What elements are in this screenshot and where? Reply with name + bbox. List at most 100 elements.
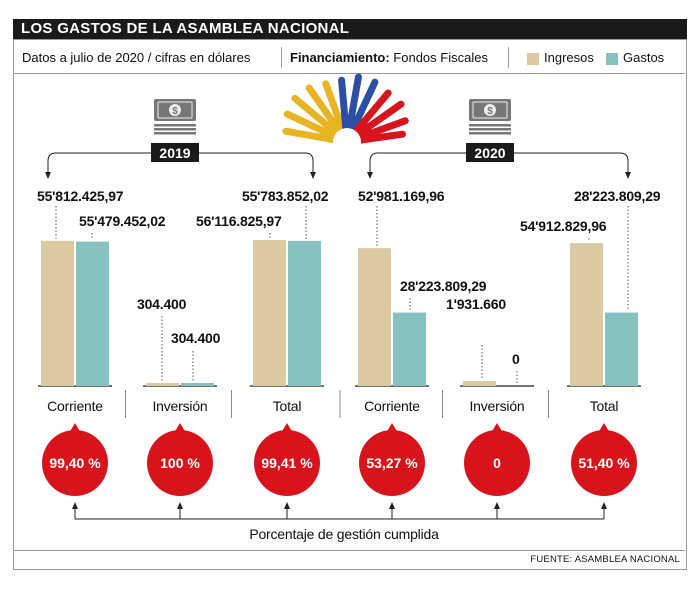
emblem-ray — [349, 89, 392, 138]
data-label: 56'116.825,97 — [196, 213, 282, 229]
category-label: Total — [273, 398, 302, 414]
money-stack-line — [469, 132, 511, 135]
category-label: Corriente — [364, 398, 420, 414]
data-label: 52'981.169,96 — [358, 188, 445, 204]
data-label: 304.400 — [171, 330, 221, 346]
bar-gastos — [605, 312, 638, 386]
divider — [281, 47, 282, 68]
year-2019-bracket-arrowhead-left — [45, 172, 51, 179]
bottom-arrowhead — [177, 502, 183, 509]
emblem-ray — [322, 80, 348, 137]
data-label: 55'812.425,97 — [37, 188, 124, 204]
bar-ingresos — [463, 380, 496, 386]
bar-gastos — [76, 241, 109, 386]
year-2019-bracket-left — [47, 152, 57, 175]
bottom-arrowhead — [389, 502, 395, 509]
emblem-center — [333, 128, 361, 156]
category-label: Corriente — [47, 398, 103, 414]
category-label: Inversión — [469, 398, 524, 414]
title-bar: LOS GASTOS DE LA ASAMBLEA NACIONAL — [13, 19, 687, 39]
money-stack-line — [469, 124, 511, 127]
footer-label: Porcentaje de gestión cumplida — [249, 526, 439, 542]
emblem-ray — [338, 76, 350, 136]
money-stack-line — [469, 128, 511, 131]
data-label: 28'223.809,29 — [400, 278, 487, 294]
bar-ingresos — [570, 243, 603, 386]
legend-label-ingresos: Ingresos — [544, 50, 594, 65]
page-title: LOS GASTOS DE LA ASAMBLEA NACIONAL — [21, 20, 350, 37]
bar-gastos — [393, 312, 426, 386]
money-bill-border — [472, 101, 508, 119]
data-label: 28'223.809,29 — [574, 188, 661, 204]
data-note: Datos a julio de 2020 / cifras en dólare… — [22, 50, 251, 65]
year-tag-label: 2019 — [159, 145, 190, 161]
bottom-arrowhead — [494, 502, 500, 509]
year-2019-bracket-right — [304, 152, 314, 175]
data-label: 55'783.852,02 — [242, 188, 329, 204]
money-coin-icon — [169, 104, 181, 116]
year-2020-bracket-arrowhead-right — [625, 172, 631, 179]
percent-badge — [42, 430, 108, 496]
percent-badge — [571, 430, 637, 496]
bar-ingresos — [358, 248, 391, 386]
divider — [508, 47, 509, 68]
percent-badge — [254, 430, 320, 496]
financing-label: Financiamiento: — [290, 50, 390, 65]
bar-ingresos — [41, 240, 74, 386]
year-tag-bg — [151, 143, 199, 162]
info-row: Datos a julio de 2020 / cifras en dólare… — [14, 40, 685, 74]
data-label: 55'479.452,02 — [79, 213, 166, 229]
dollar-sign-icon: $ — [487, 106, 493, 117]
emblem-ray — [347, 78, 379, 137]
sun-rays-emblem-icon — [282, 73, 409, 156]
bar-gastos — [181, 383, 214, 386]
money-stack-line — [154, 128, 196, 131]
legend-label-gastos: Gastos — [623, 50, 665, 65]
year-tag-bg — [466, 143, 514, 162]
data-label: 304.400 — [137, 296, 187, 312]
data-label: 1'931.660 — [446, 296, 506, 312]
bottom-arrowhead — [72, 502, 78, 509]
financing-value: Fondos Fiscales — [389, 50, 488, 65]
bar-gastos — [288, 240, 321, 386]
year-2020-bracket-right — [619, 152, 629, 175]
dollar-sign-icon: $ — [172, 106, 178, 117]
bottom-arrowhead — [284, 502, 290, 509]
legend-swatch-gastos — [606, 53, 618, 65]
bar-ingresos — [146, 383, 179, 386]
data-label: 54'912.829,96 — [520, 218, 607, 234]
percent-badge — [147, 430, 213, 496]
emblem-ray — [351, 100, 405, 140]
emblem-ray — [282, 127, 341, 144]
footer-divider — [14, 550, 685, 551]
percent-badge — [464, 430, 530, 496]
money-stack-icon — [154, 99, 196, 135]
percent-label: 51,40 % — [578, 455, 630, 471]
year-2020-bracket-left — [369, 152, 379, 175]
emblem-ray — [283, 110, 342, 142]
footer-label-bg — [238, 524, 452, 544]
category-label: Total — [590, 398, 619, 414]
percent-badge — [359, 430, 425, 496]
year-2020-bracket-arrowhead-left — [367, 172, 373, 179]
money-coin-icon — [484, 104, 496, 116]
percent-label: 99,41 % — [261, 455, 313, 471]
emblem-ray — [352, 117, 409, 143]
financing-note: Financiamiento: Fondos Fiscales — [290, 50, 488, 65]
percent-label: 100 % — [160, 455, 200, 471]
year-2019-bracket-arrowhead-right — [310, 172, 316, 179]
emblem-ray — [345, 73, 362, 136]
chart-frame — [13, 39, 687, 570]
percent-label: 99,40 % — [49, 455, 101, 471]
category-label: Inversión — [152, 398, 207, 414]
money-stack-line — [154, 132, 196, 135]
year-tag-label: 2020 — [474, 145, 505, 161]
emblem-ray — [305, 84, 345, 138]
percent-label: 0 — [493, 455, 501, 471]
bar-ingresos — [253, 240, 286, 386]
legend-swatch-ingresos — [527, 53, 539, 65]
money-stack-icon — [469, 99, 511, 135]
percent-label: 53,27 % — [366, 455, 418, 471]
money-bill-border — [157, 101, 193, 119]
